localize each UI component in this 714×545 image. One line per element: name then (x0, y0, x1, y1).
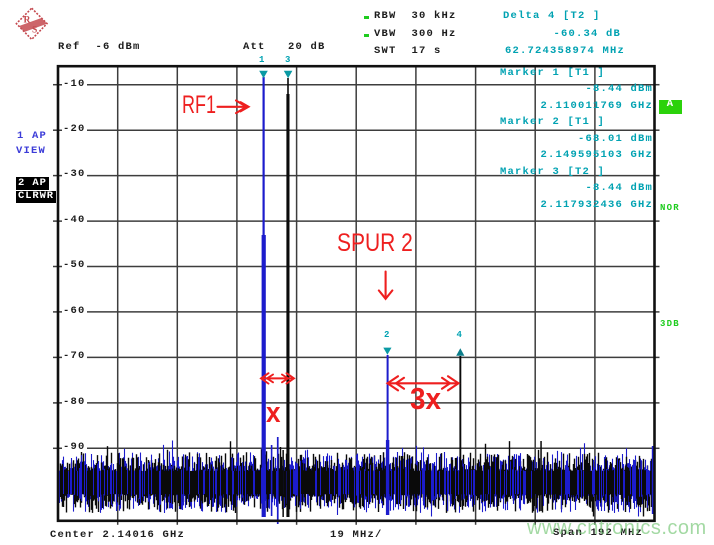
svg-text:R: R (24, 16, 31, 26)
svg-text:S: S (32, 26, 37, 36)
